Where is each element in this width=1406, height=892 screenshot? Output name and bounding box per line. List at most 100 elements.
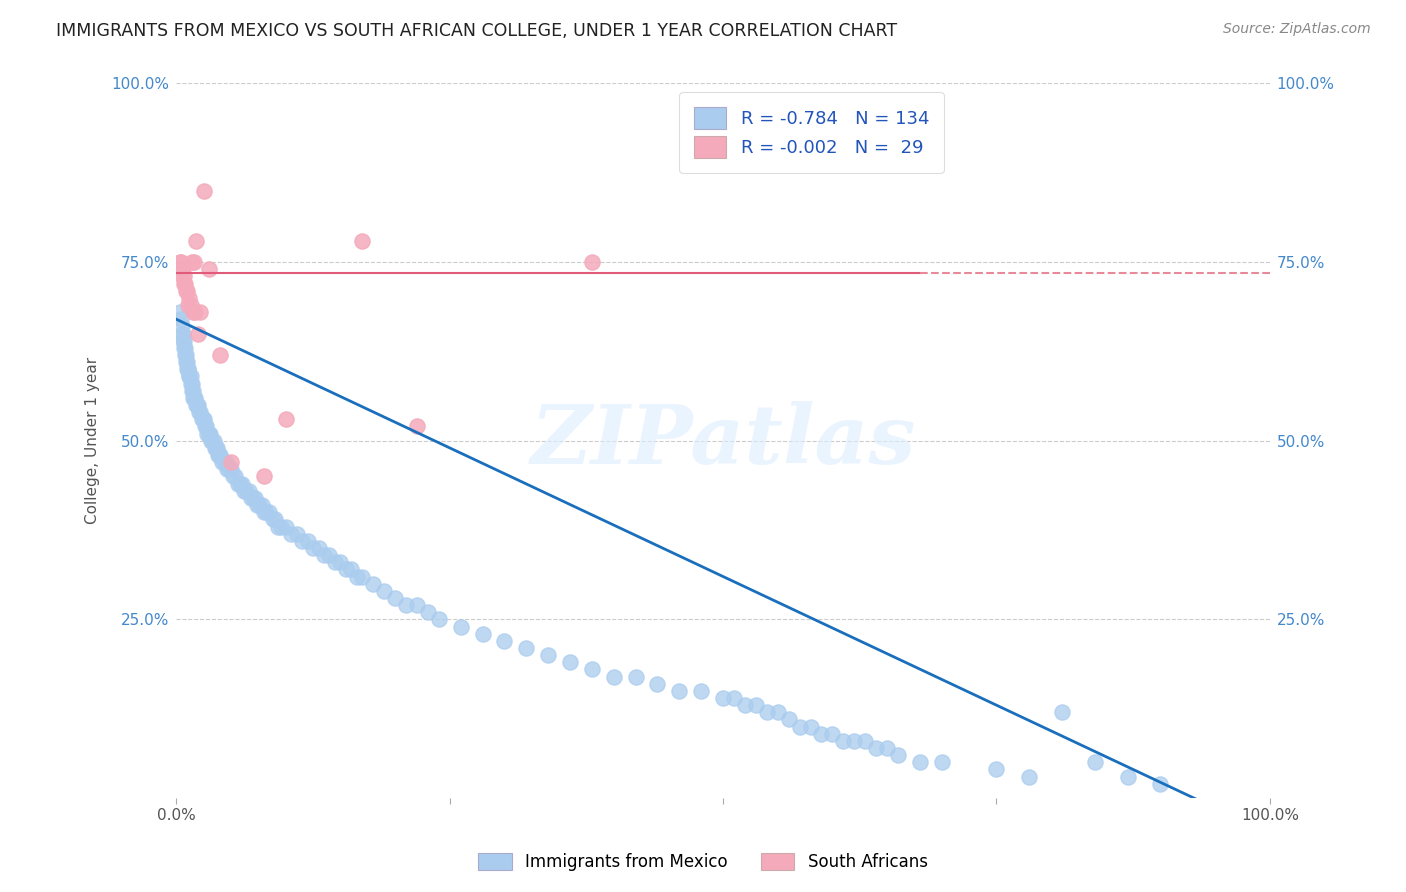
Point <box>170 319 193 334</box>
Point <box>198 262 221 277</box>
Point <box>335 562 357 576</box>
Point <box>931 756 953 770</box>
Point <box>624 669 647 683</box>
Point <box>184 234 207 248</box>
Point <box>173 341 195 355</box>
Point <box>821 727 844 741</box>
Point <box>267 519 290 533</box>
Point <box>170 312 193 326</box>
Point <box>218 462 240 476</box>
Point <box>180 369 202 384</box>
Point <box>312 548 335 562</box>
Point <box>177 362 200 376</box>
Point <box>1084 756 1107 770</box>
Point <box>329 555 352 569</box>
Point <box>172 334 194 348</box>
Point <box>172 262 194 277</box>
Point <box>262 512 284 526</box>
Point <box>208 448 231 462</box>
Point <box>274 412 297 426</box>
Point <box>179 369 201 384</box>
Point <box>778 713 800 727</box>
Point <box>202 434 225 448</box>
Point <box>285 526 308 541</box>
Point <box>191 412 214 426</box>
Point <box>193 184 215 198</box>
Point <box>222 469 245 483</box>
Point <box>865 741 887 756</box>
Point <box>406 419 429 434</box>
Point <box>204 441 226 455</box>
Point <box>207 448 229 462</box>
Point <box>800 720 823 734</box>
Point <box>180 255 202 269</box>
Point <box>1018 770 1040 784</box>
Point <box>219 462 242 476</box>
Point <box>173 277 195 291</box>
Point <box>558 655 581 669</box>
Point <box>1050 706 1073 720</box>
Point <box>174 348 197 362</box>
Point <box>406 598 429 612</box>
Point <box>302 541 325 555</box>
Point <box>986 763 1008 777</box>
Point <box>581 662 603 676</box>
Point <box>174 341 197 355</box>
Point <box>201 434 224 448</box>
Point <box>346 569 368 583</box>
Point <box>176 362 198 376</box>
Point <box>361 576 384 591</box>
Point <box>235 483 257 498</box>
Point <box>723 691 745 706</box>
Point <box>184 398 207 412</box>
Point <box>198 426 221 441</box>
Point <box>180 384 202 398</box>
Legend: Immigrants from Mexico, South Africans: Immigrants from Mexico, South Africans <box>470 845 936 880</box>
Point <box>340 562 363 576</box>
Point <box>352 569 374 583</box>
Point <box>233 483 256 498</box>
Point <box>214 455 236 469</box>
Point <box>194 419 217 434</box>
Point <box>711 691 734 706</box>
Point <box>187 326 209 341</box>
Point <box>876 741 898 756</box>
Point <box>176 284 198 298</box>
Point <box>172 326 194 341</box>
Point <box>193 412 215 426</box>
Point <box>181 391 204 405</box>
Point <box>173 269 195 284</box>
Legend: R = -0.784   N = 134, R = -0.002   N =  29: R = -0.784 N = 134, R = -0.002 N = 29 <box>679 93 943 173</box>
Point <box>515 640 537 655</box>
Point <box>373 583 395 598</box>
Point <box>211 455 233 469</box>
Point <box>291 533 314 548</box>
Point <box>226 476 249 491</box>
Point <box>204 441 226 455</box>
Point <box>242 491 264 505</box>
Point <box>209 448 232 462</box>
Point <box>253 505 276 519</box>
Point <box>186 398 208 412</box>
Point <box>190 305 212 319</box>
Point <box>180 376 202 391</box>
Point <box>176 355 198 369</box>
Point <box>173 334 195 348</box>
Point <box>243 491 266 505</box>
Point <box>219 455 242 469</box>
Point <box>537 648 560 662</box>
Point <box>1116 770 1139 784</box>
Text: Source: ZipAtlas.com: Source: ZipAtlas.com <box>1223 22 1371 37</box>
Point <box>200 434 222 448</box>
Point <box>205 441 228 455</box>
Point <box>239 491 262 505</box>
Point <box>238 483 260 498</box>
Point <box>254 505 277 519</box>
Y-axis label: College, Under 1 year: College, Under 1 year <box>86 357 100 524</box>
Point <box>832 734 855 748</box>
Point <box>249 498 271 512</box>
Point <box>280 526 302 541</box>
Point <box>170 255 193 269</box>
Point <box>1149 777 1171 791</box>
Point <box>416 605 439 619</box>
